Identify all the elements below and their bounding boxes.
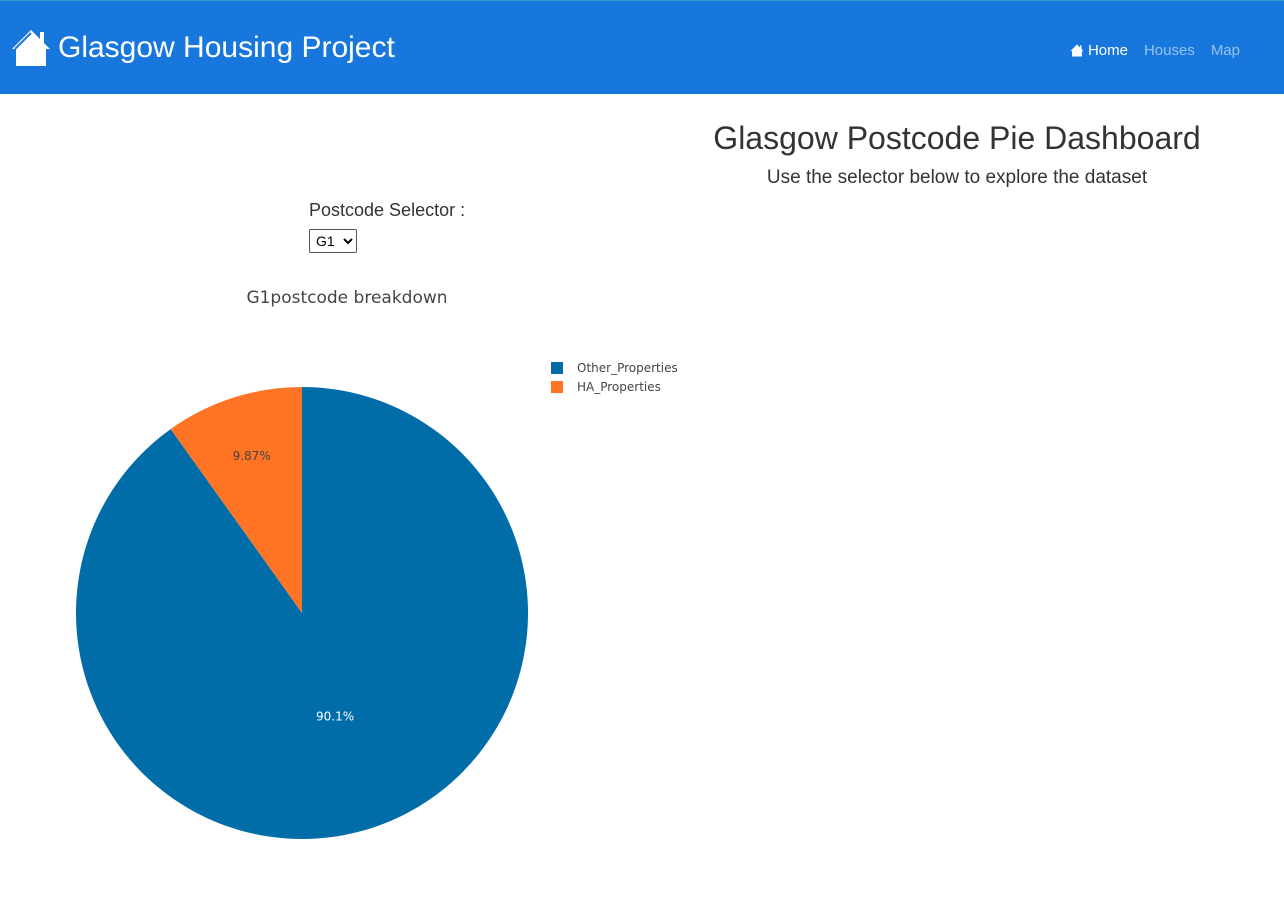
postcode-select[interactable]: G1 bbox=[309, 229, 357, 253]
nav-link-home-label: Home bbox=[1087, 41, 1128, 59]
nav-link-houses[interactable]: Houses bbox=[1144, 42, 1195, 59]
legend-label-other-properties[interactable]: Other_Properties bbox=[577, 361, 678, 375]
page-header: Glasgow Postcode Pie Dashboard Use the s… bbox=[630, 118, 1284, 190]
house-icon bbox=[12, 30, 50, 66]
slice-label-other-properties: 90.1% bbox=[316, 709, 354, 723]
pie-slices: 90.1% 9.87% bbox=[75, 387, 528, 839]
legend-swatch-other-properties[interactable] bbox=[551, 362, 563, 374]
legend-swatch-ha-properties[interactable] bbox=[551, 381, 563, 393]
nav-links: Home Houses Map bbox=[1054, 39, 1240, 61]
legend-label-ha-properties[interactable]: HA_Properties bbox=[577, 380, 661, 394]
house-icon bbox=[1070, 44, 1084, 56]
postcode-selector-label: Postcode Selector : bbox=[309, 200, 466, 220]
page-subtitle: Use the selector below to explore the da… bbox=[766, 167, 1148, 188]
pie-slice-other-properties[interactable] bbox=[75, 387, 528, 839]
chart-title: G1postcode breakdown bbox=[246, 288, 447, 308]
pie-chart: G1postcode breakdown 90.1% 9.87% Other_Pr… bbox=[75, 288, 678, 839]
nav-link-map-label: Map bbox=[1210, 41, 1240, 59]
nav-link-houses-label: Houses bbox=[1143, 41, 1195, 59]
navbar: Glasgow Housing Project Home Houses Map bbox=[0, 0, 1284, 94]
page-title: Glasgow Postcode Pie Dashboard bbox=[713, 120, 1201, 156]
nav-link-map[interactable]: Map bbox=[1211, 42, 1240, 59]
nav-link-home[interactable]: Home bbox=[1070, 42, 1128, 59]
chart-legend: Other_Properties HA_Properties bbox=[551, 361, 678, 394]
brand-title: Glasgow Housing Project bbox=[58, 31, 395, 64]
slice-label-ha-properties: 9.87% bbox=[233, 449, 271, 463]
brand-link[interactable]: Glasgow Housing Project bbox=[10, 27, 395, 69]
postcode-selector-block: Postcode Selector : G1 bbox=[309, 198, 465, 253]
pie-slice-ha-properties[interactable] bbox=[170, 387, 302, 613]
